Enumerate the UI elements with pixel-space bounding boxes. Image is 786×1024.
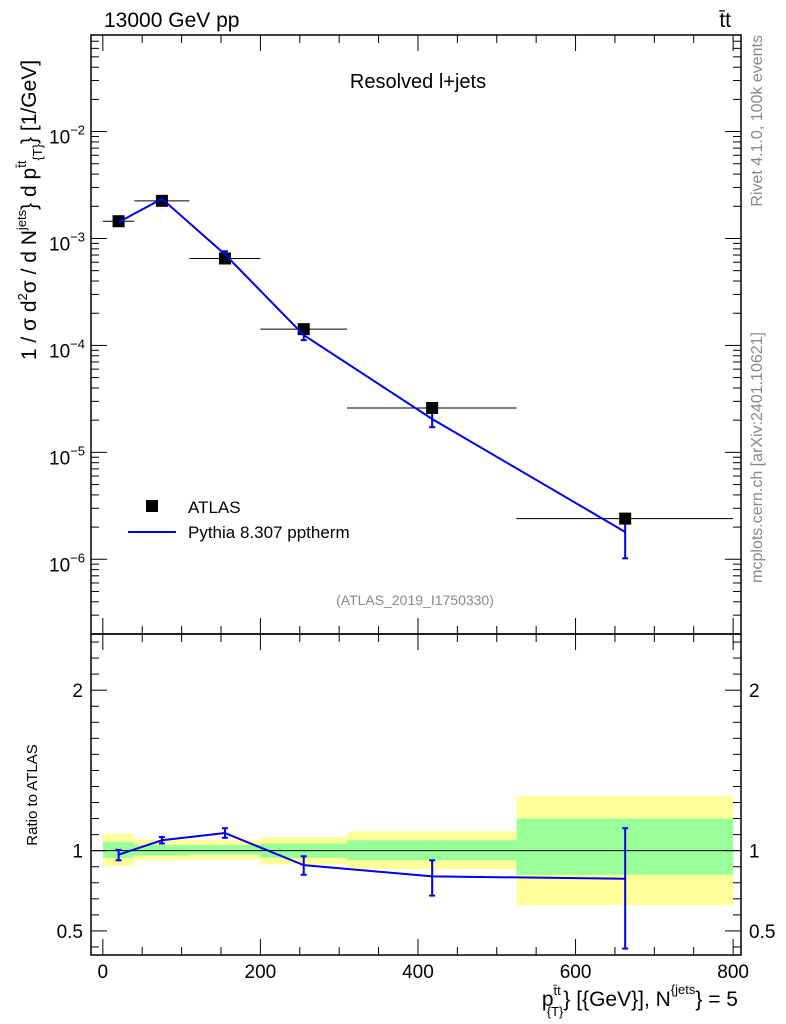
ylabel-part-a: 1 / σ d xyxy=(18,300,41,360)
y-tick-base: 10 xyxy=(49,128,70,149)
x-tick-label: 0 xyxy=(98,962,109,983)
y-tick-base: 10 xyxy=(49,555,70,576)
x-tick-label: 400 xyxy=(402,962,434,983)
y-tick-exp: −2 xyxy=(70,123,85,138)
y-tick-exp: −4 xyxy=(70,336,85,351)
y-tick-exp: −5 xyxy=(70,443,85,458)
ratio-y-tick-label-right: 0.5 xyxy=(749,922,775,943)
ratio-panel: 0.5 0.5 1 1 2 2 0 200 400 600 800 xyxy=(57,633,775,983)
ylabel-part-c: σ / d N xyxy=(18,230,41,293)
xlabel-part-b: t̄t xyxy=(553,983,561,998)
ratio-inner-band xyxy=(189,845,261,855)
ylabel-part-g: {T} xyxy=(30,143,45,160)
ratio-y-tick-label-left: 0.5 xyxy=(57,922,83,943)
legend-pythia-label: Pythia 8.307 pptherm xyxy=(188,523,350,542)
xlabel-part-e: {jets xyxy=(671,982,696,997)
mcplots-label: mcplots.cern.ch [arXiv:2401.10621] xyxy=(749,332,766,583)
analysis-watermark: (ATLAS_2019_I1750330) xyxy=(336,592,494,608)
x-tick-label: 800 xyxy=(717,962,749,983)
legend-atlas-label: ATLAS xyxy=(188,498,241,517)
atlas-data-point xyxy=(218,252,231,265)
y-tick-label-1e-6: 10−6 xyxy=(49,550,85,576)
ylabel-part-d: jets xyxy=(14,209,29,231)
ratio-y-tick-label-left: 2 xyxy=(72,681,83,702)
ylabel-part-h: } [1/GeV] xyxy=(18,60,41,144)
ratio-y-tick-label-right: 1 xyxy=(749,842,760,863)
atlas-data-point xyxy=(297,323,310,336)
main-y-tick-labels: 10−2 10−3 10−4 10−5 10−6 xyxy=(49,123,85,577)
main-panel xyxy=(90,34,742,635)
main-y-axis-label: 1 / σ d2σ / d Njets} d pt̄t{T}} [1/GeV] xyxy=(14,60,45,360)
x-tick-label: 200 xyxy=(245,962,277,983)
atlas-data-point xyxy=(619,512,632,525)
y-tick-base: 10 xyxy=(49,448,70,469)
atlas-data-point xyxy=(426,401,439,414)
xlabel-part-a: p xyxy=(542,988,554,1011)
header-right-label: t̄t xyxy=(719,9,731,32)
y-tick-label-1e-4: 10−4 xyxy=(49,336,85,362)
y-tick-base: 10 xyxy=(49,234,70,255)
ratio-y-tick-label-left: 1 xyxy=(72,842,83,863)
ylabel-part-b: 2 xyxy=(15,293,30,300)
atlas-data-point xyxy=(155,194,168,207)
y-tick-exp: −6 xyxy=(70,550,85,565)
y-tick-label-1e-2: 10−2 xyxy=(49,123,85,149)
xlabel-part-d: } [{GeV}], N xyxy=(563,988,670,1011)
ratio-y-tick-label-right: 2 xyxy=(749,681,760,702)
xlabel-part-c: {T} xyxy=(547,1004,564,1019)
ylabel-part-f: t̄t xyxy=(14,160,29,168)
y-tick-base: 10 xyxy=(49,341,70,362)
y-tick-label-1e-5: 10−5 xyxy=(49,443,85,469)
y-tick-label-1e-3: 10−3 xyxy=(49,229,85,255)
y-tick-exp: −3 xyxy=(70,229,85,244)
ylabel-part-e: } d p xyxy=(18,168,41,210)
x-axis-label: pt̄t {T}} [{GeV}], N{jets} = 5 xyxy=(542,982,738,1019)
legend-atlas-marker xyxy=(146,500,158,512)
x-tick-label: 600 xyxy=(560,962,592,983)
mc-series-line xyxy=(118,197,626,533)
main-panel-title: Resolved l+jets xyxy=(350,71,486,93)
header-left-label: 13000 GeV pp xyxy=(104,9,239,32)
legend: ATLAS Pythia 8.307 pptherm xyxy=(128,498,350,542)
ratio-y-axis-label: Ratio to ATLAS xyxy=(24,744,41,845)
ratio-series-line xyxy=(118,831,626,880)
ratio-frame xyxy=(90,633,742,956)
rivet-version-label: Rivet 4.1.0, 100k events xyxy=(749,35,766,207)
main-frame xyxy=(90,34,742,635)
xlabel-part-f: } = 5 xyxy=(695,988,738,1011)
